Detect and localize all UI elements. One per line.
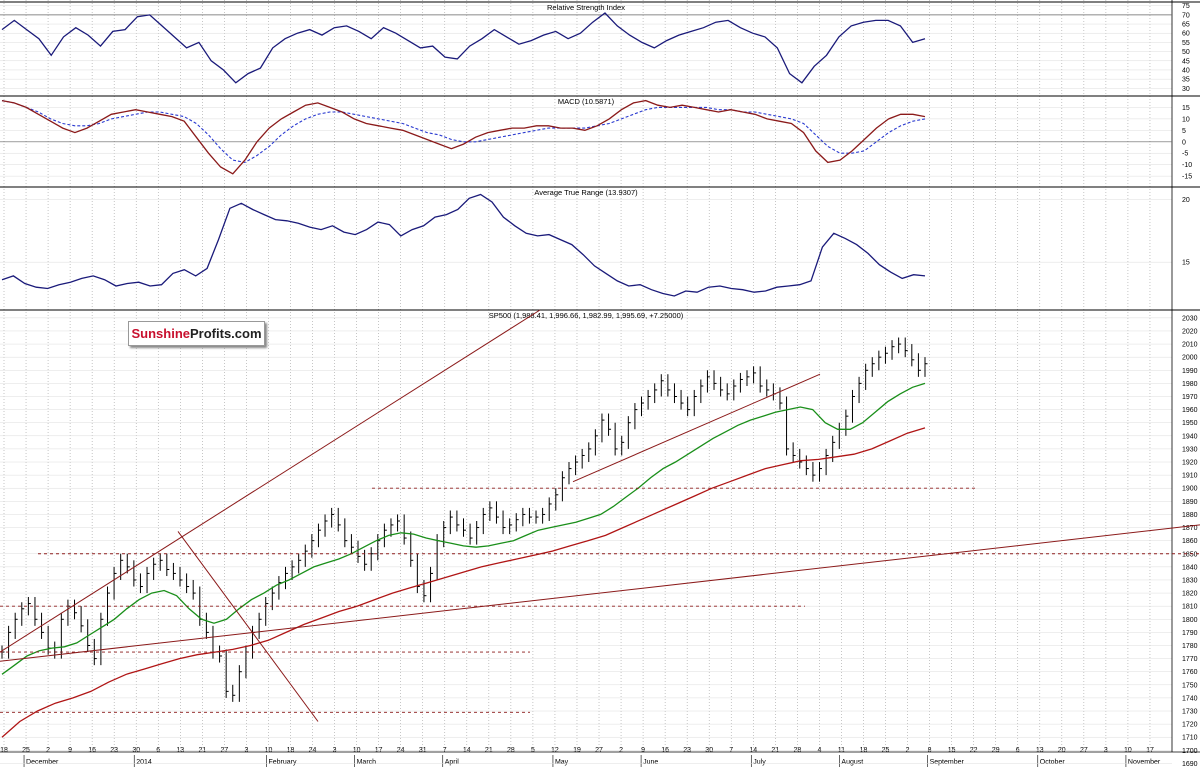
rising-channel-line bbox=[0, 309, 541, 653]
x-month-label: February bbox=[268, 759, 297, 766]
y-tick-label: 1800 bbox=[1182, 617, 1198, 624]
y-tick-label: 1750 bbox=[1182, 682, 1198, 689]
y-tick-label: 60 bbox=[1182, 31, 1190, 38]
y-tick-label: 1740 bbox=[1182, 695, 1198, 702]
y-tick-label: 1700 bbox=[1182, 748, 1198, 755]
y-tick-label: 20 bbox=[1182, 197, 1190, 204]
y-tick-label: 65 bbox=[1182, 22, 1190, 29]
x-month-label: May bbox=[555, 759, 569, 766]
y-tick-label: 40 bbox=[1182, 67, 1190, 74]
y-tick-label: 1990 bbox=[1182, 368, 1198, 375]
sunshine-profits-logo: SunshineProfits.com bbox=[128, 321, 265, 346]
x-month-label: November bbox=[1128, 759, 1161, 766]
y-tick-label: 10 bbox=[1182, 116, 1190, 123]
y-tick-label: 30 bbox=[1182, 86, 1190, 93]
y-tick-label: -15 bbox=[1182, 174, 1192, 181]
moving-average-slow bbox=[1, 427, 926, 738]
y-tick-label: 2010 bbox=[1182, 342, 1198, 349]
y-tick-label: 45 bbox=[1182, 58, 1190, 65]
y-tick-label: 1890 bbox=[1182, 499, 1198, 506]
y-tick-label: 1720 bbox=[1182, 722, 1198, 729]
y-tick-label: 1690 bbox=[1182, 761, 1198, 767]
y-tick-label: 1850 bbox=[1182, 551, 1198, 558]
y-tick-label: 1820 bbox=[1182, 591, 1198, 598]
y-tick-label: 1840 bbox=[1182, 564, 1198, 571]
pane-title: Relative Strength Index bbox=[547, 3, 625, 12]
y-tick-label: 1880 bbox=[1182, 512, 1198, 519]
y-tick-label: 1730 bbox=[1182, 709, 1198, 716]
y-tick-label: 35 bbox=[1182, 77, 1190, 84]
y-tick-label: 1810 bbox=[1182, 604, 1198, 611]
y-tick-label: -5 bbox=[1182, 151, 1188, 158]
y-tick-label: 1950 bbox=[1182, 420, 1198, 427]
y-tick-label: 2000 bbox=[1182, 355, 1198, 362]
y-tick-label: 55 bbox=[1182, 40, 1190, 47]
y-tick-label: 1960 bbox=[1182, 407, 1198, 414]
y-tick-label: 1940 bbox=[1182, 433, 1198, 440]
y-tick-label: 1930 bbox=[1182, 446, 1198, 453]
x-month-label: March bbox=[357, 759, 377, 766]
y-tick-label: 15 bbox=[1182, 105, 1190, 112]
macd-signal-line bbox=[1, 100, 926, 163]
y-tick-label: 70 bbox=[1182, 12, 1190, 19]
y-tick-label: 1870 bbox=[1182, 525, 1198, 532]
y-tick-label: 75 bbox=[1182, 3, 1190, 10]
x-month-label: September bbox=[930, 759, 965, 766]
x-month-label: 2014 bbox=[136, 759, 152, 766]
y-tick-label: 1830 bbox=[1182, 577, 1198, 584]
macd-line bbox=[1, 99, 926, 175]
atr-line bbox=[1, 193, 926, 297]
logo-part-1: Sunshine bbox=[131, 326, 190, 341]
y-tick-label: 1860 bbox=[1182, 538, 1198, 545]
y-tick-label: 1900 bbox=[1182, 486, 1198, 493]
y-tick-label: 50 bbox=[1182, 49, 1190, 56]
short-trend-line bbox=[572, 373, 821, 483]
y-tick-label: 1970 bbox=[1182, 394, 1198, 401]
y-tick-label: 2030 bbox=[1182, 315, 1198, 322]
x-month-label: August bbox=[841, 759, 863, 766]
y-tick-label: 1760 bbox=[1182, 669, 1198, 676]
y-tick-label: 1920 bbox=[1182, 460, 1198, 467]
y-tick-label: 0 bbox=[1182, 139, 1186, 146]
y-tick-label: 1980 bbox=[1182, 381, 1198, 388]
y-tick-label: -10 bbox=[1182, 162, 1192, 169]
logo-part-2: Profits.com bbox=[190, 326, 262, 341]
x-month-label: July bbox=[753, 759, 766, 766]
y-tick-label: 1780 bbox=[1182, 643, 1198, 650]
falling-trend-line bbox=[177, 531, 319, 722]
y-tick-label: 15 bbox=[1182, 260, 1190, 267]
pane-title: SP500 (1,988.41, 1,996.66, 1,982.99, 1,9… bbox=[489, 311, 684, 320]
pane-title: Average True Range (13.9307) bbox=[534, 188, 638, 197]
rsi-line bbox=[1, 12, 926, 84]
x-month-label: June bbox=[643, 759, 658, 766]
pane-title: MACD (10.5871) bbox=[558, 97, 615, 106]
y-tick-label: 1910 bbox=[1182, 473, 1198, 480]
y-tick-label: 1790 bbox=[1182, 630, 1198, 637]
y-tick-label: 1770 bbox=[1182, 656, 1198, 663]
moving-average-fast bbox=[1, 382, 926, 675]
x-month-label: October bbox=[1040, 759, 1066, 766]
y-tick-label: 2020 bbox=[1182, 328, 1198, 335]
y-tick-label: 5 bbox=[1182, 128, 1186, 135]
x-month-label: April bbox=[445, 759, 459, 766]
long-support-line bbox=[0, 524, 1200, 662]
y-tick-label: 1710 bbox=[1182, 735, 1198, 742]
x-month-label: December bbox=[26, 759, 59, 766]
